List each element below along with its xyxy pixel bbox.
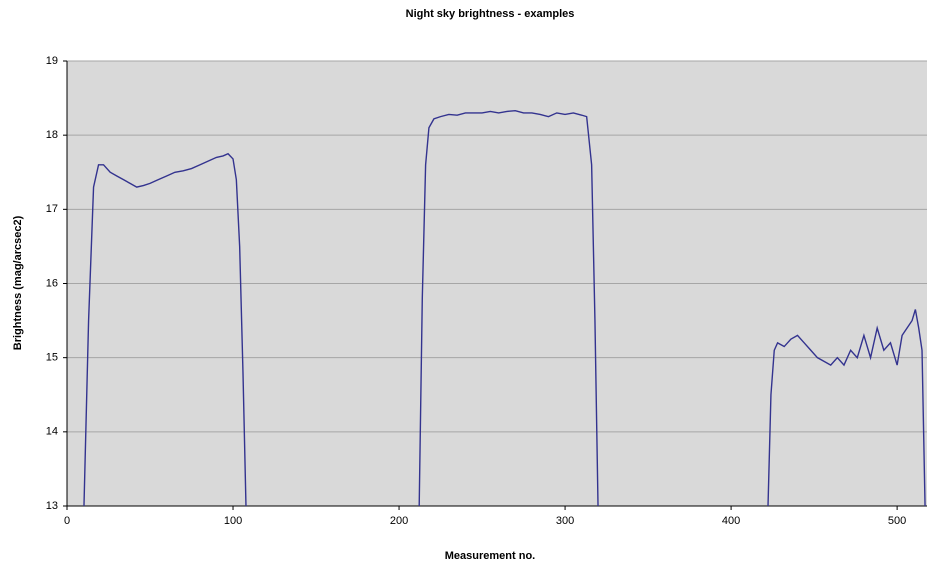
y-tick-label: 18 <box>46 129 58 141</box>
y-tick-label: 13 <box>46 500 58 512</box>
y-tick-label: 19 <box>46 55 58 67</box>
y-tick-label: 16 <box>46 277 58 289</box>
y-axis-label: Brightness (mag/arcsec2) <box>12 215 24 350</box>
y-tick-label: 14 <box>46 426 58 438</box>
x-tick-label: 100 <box>224 515 242 527</box>
x-tick-label: 400 <box>722 515 740 527</box>
x-tick-label: 0 <box>64 515 70 527</box>
x-tick-label: 200 <box>390 515 408 527</box>
chart-title: Night sky brightness - examples <box>406 8 575 20</box>
x-tick-label: 500 <box>888 515 906 527</box>
y-tick-label: 15 <box>46 352 58 364</box>
x-axis-label: Measurement no. <box>445 550 535 562</box>
data-line <box>83 109 926 506</box>
x-tick-label: 300 <box>556 515 574 527</box>
y-tick-label: 17 <box>46 203 58 215</box>
